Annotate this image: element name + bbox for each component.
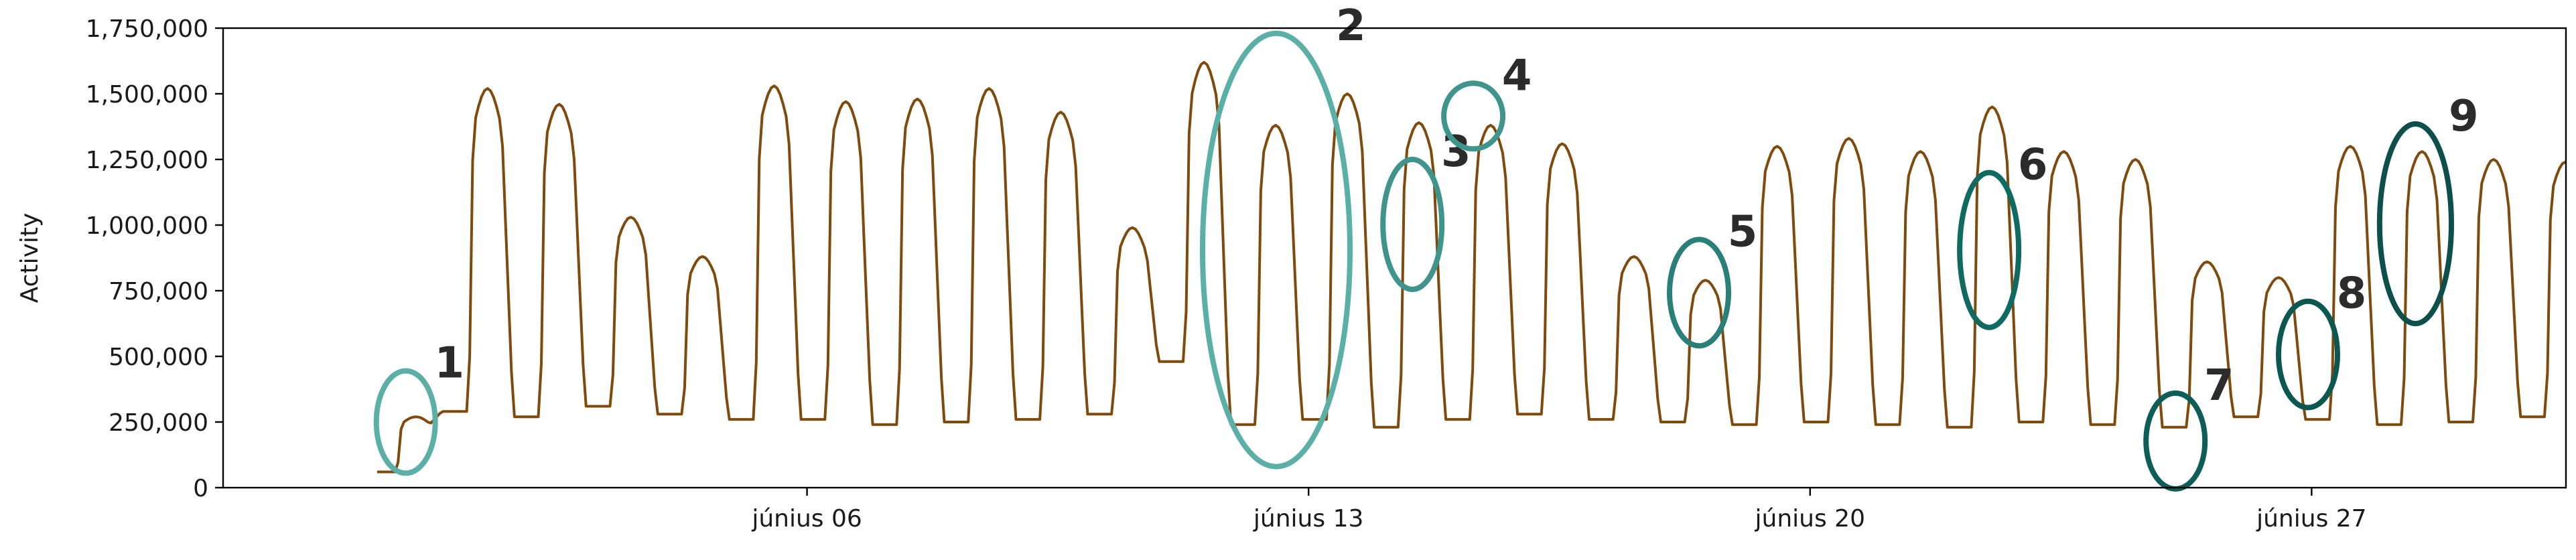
plot-frame [222, 27, 2567, 489]
annotation-ellipse-8 [2276, 298, 2340, 411]
annotation-label-3: 3 [1441, 127, 1471, 177]
annotation-label-6: 6 [2018, 141, 2048, 190]
annotation-ellipse-1 [373, 368, 438, 476]
x-tick-label: június 20 [1755, 505, 1865, 533]
annotation-label-5: 5 [1728, 208, 1758, 257]
y-tick-label: 1,000,000 [86, 212, 208, 240]
x-tick-label: június 13 [1253, 505, 1363, 533]
series-layer [377, 61, 2566, 474]
annotation-ellipse-9 [2376, 121, 2454, 326]
annotation-ellipse-4 [1441, 80, 1506, 152]
activity-series-line [377, 61, 2566, 474]
annotation-layer: 1 2 34 5 6 7 8 9 [373, 1, 2479, 492]
y-axis-label: Activity [16, 213, 44, 303]
annotation-label-9: 9 [2449, 92, 2479, 141]
y-tick-label: 1,500,000 [86, 81, 208, 109]
annotation-ellipse-5 [1667, 236, 1731, 349]
annotation-ellipse-2 [1200, 30, 1353, 470]
annotation-ellipse-3 [1380, 157, 1445, 292]
x-tick-label: június 06 [751, 505, 862, 533]
y-tick-label: 0 [193, 475, 208, 502]
annotation-label-7: 7 [2204, 361, 2234, 411]
y-tick-label: 750,000 [109, 278, 208, 305]
y-tick-label: 1,250,000 [86, 147, 208, 174]
annotation-label-1: 1 [435, 339, 465, 389]
annotation-label-8: 8 [2337, 269, 2367, 319]
annotation-ellipse-6 [1957, 169, 2022, 330]
annotation-ellipse-7 [2143, 390, 2208, 492]
annotation-label-2: 2 [1336, 1, 1366, 51]
x-tick-label: június 27 [2256, 505, 2366, 533]
y-tick-label: 250,000 [109, 409, 208, 437]
axes-layer: 0 250,000 500,000 750,000 1,000,000 1,250,000… [86, 15, 2567, 533]
y-tick-label: 500,000 [109, 344, 208, 371]
y-tick-label: 1,750,000 [86, 15, 208, 43]
annotation-label-4: 4 [1502, 51, 1532, 100]
